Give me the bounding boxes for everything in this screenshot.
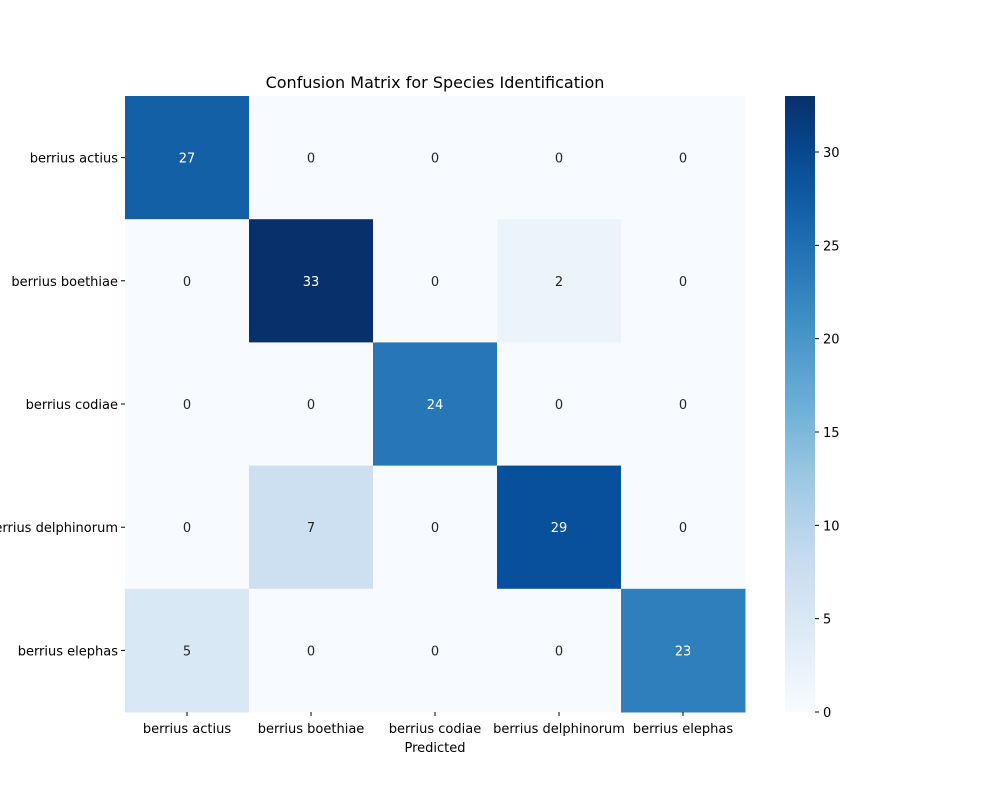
colorbar-tick-label: 0: [823, 706, 831, 721]
heatmap-cell-labels: 27 0 0 0 0 0 33 0 2 0 0 0 24 0 0 0 7 0 29 0 5 0 0 0 23: [179, 152, 692, 660]
colorbar-tick-label: 15: [823, 426, 840, 441]
cell-value-label: 0: [555, 152, 563, 167]
x-tick-label: berrius codiae: [389, 722, 481, 737]
chart-title: Confusion Matrix for Species Identificat…: [266, 73, 605, 92]
colorbar-tick-label: 20: [823, 333, 840, 348]
heatmap-cell: [249, 465, 374, 590]
cell-value-label: 23: [675, 644, 692, 659]
heatmap-cell: [621, 342, 746, 467]
y-tick-label: berrius elephas: [18, 644, 119, 659]
heatmap-cell: [497, 588, 622, 713]
x-tick-label: berrius actius: [143, 722, 232, 737]
y-tick-label: berrius actius: [30, 152, 119, 167]
cell-value-label: 5: [183, 644, 191, 659]
cell-value-label: 2: [555, 275, 563, 290]
heatmap-cell: [125, 96, 250, 220]
heatmap-cell: [497, 465, 622, 590]
heatmap-cell: [373, 96, 498, 220]
heatmap-cell: [373, 342, 498, 467]
heatmap-cell: [373, 219, 498, 343]
heatmap-cell: [621, 588, 746, 713]
cell-value-label: 0: [679, 398, 687, 413]
colorbar-tick-label: 10: [823, 519, 840, 534]
cell-value-label: 24: [427, 398, 444, 413]
heatmap-cell: [125, 219, 250, 343]
colorbar-gradient: [785, 96, 815, 712]
cell-value-label: 0: [431, 275, 439, 290]
cell-value-label: 0: [555, 398, 563, 413]
cell-value-label: 0: [679, 152, 687, 167]
heatmap-cell: [497, 96, 622, 220]
heatmap-cell: [373, 588, 498, 713]
heatmap-cell: [249, 342, 374, 467]
heatmap-cell: [125, 342, 250, 467]
heatmap-cell: [497, 342, 622, 467]
heatmap-cell: [249, 588, 374, 713]
y-axis: berrius actius berrius boethiae berrius co…: [0, 152, 125, 659]
x-axis: berrius actius berrius boethiae berrius co…: [143, 712, 734, 737]
cell-value-label: 0: [431, 644, 439, 659]
heatmap-cell: [125, 465, 250, 590]
heatmap-cell: [621, 96, 746, 220]
cell-value-label: 29: [551, 521, 568, 536]
cell-value-label: 27: [179, 152, 196, 167]
x-tick-label: berrius elephas: [633, 722, 734, 737]
cell-value-label: 0: [431, 152, 439, 167]
x-axis-label: Predicted: [404, 741, 465, 756]
cell-value-label: 0: [307, 398, 315, 413]
heatmap-cell: [249, 96, 374, 220]
cell-value-label: 0: [679, 275, 687, 290]
cell-value-label: 7: [307, 521, 315, 536]
cell-value-label: 33: [303, 275, 320, 290]
cell-value-label: 0: [183, 275, 191, 290]
colorbar-tick-label: 5: [823, 613, 831, 628]
y-tick-label: berrius delphinorum: [0, 521, 118, 536]
cell-value-label: 0: [679, 521, 687, 536]
cell-value-label: 0: [307, 644, 315, 659]
heatmap-cell: [125, 588, 250, 713]
heatmap-cell: [373, 465, 498, 590]
x-tick-label: berrius boethiae: [258, 722, 365, 737]
cell-value-label: 0: [431, 521, 439, 536]
heatmap-cell: [621, 219, 746, 343]
colorbar: 0 5 10 15 20 25 30: [785, 96, 840, 721]
cell-value-label: 0: [183, 398, 191, 413]
cell-value-label: 0: [307, 152, 315, 167]
y-tick-label: berrius codiae: [26, 398, 118, 413]
heatmap-cells: [125, 96, 746, 713]
colorbar-tick-label: 25: [823, 239, 840, 254]
heatmap-cell: [249, 219, 374, 343]
colorbar-tick-label: 30: [823, 146, 840, 161]
heatmap-cell: [621, 465, 746, 590]
cell-value-label: 0: [183, 521, 191, 536]
heatmap-cell: [497, 219, 622, 343]
y-tick-label: berrius boethiae: [11, 275, 118, 290]
x-tick-label: berrius delphinorum: [493, 722, 625, 737]
cell-value-label: 0: [555, 644, 563, 659]
